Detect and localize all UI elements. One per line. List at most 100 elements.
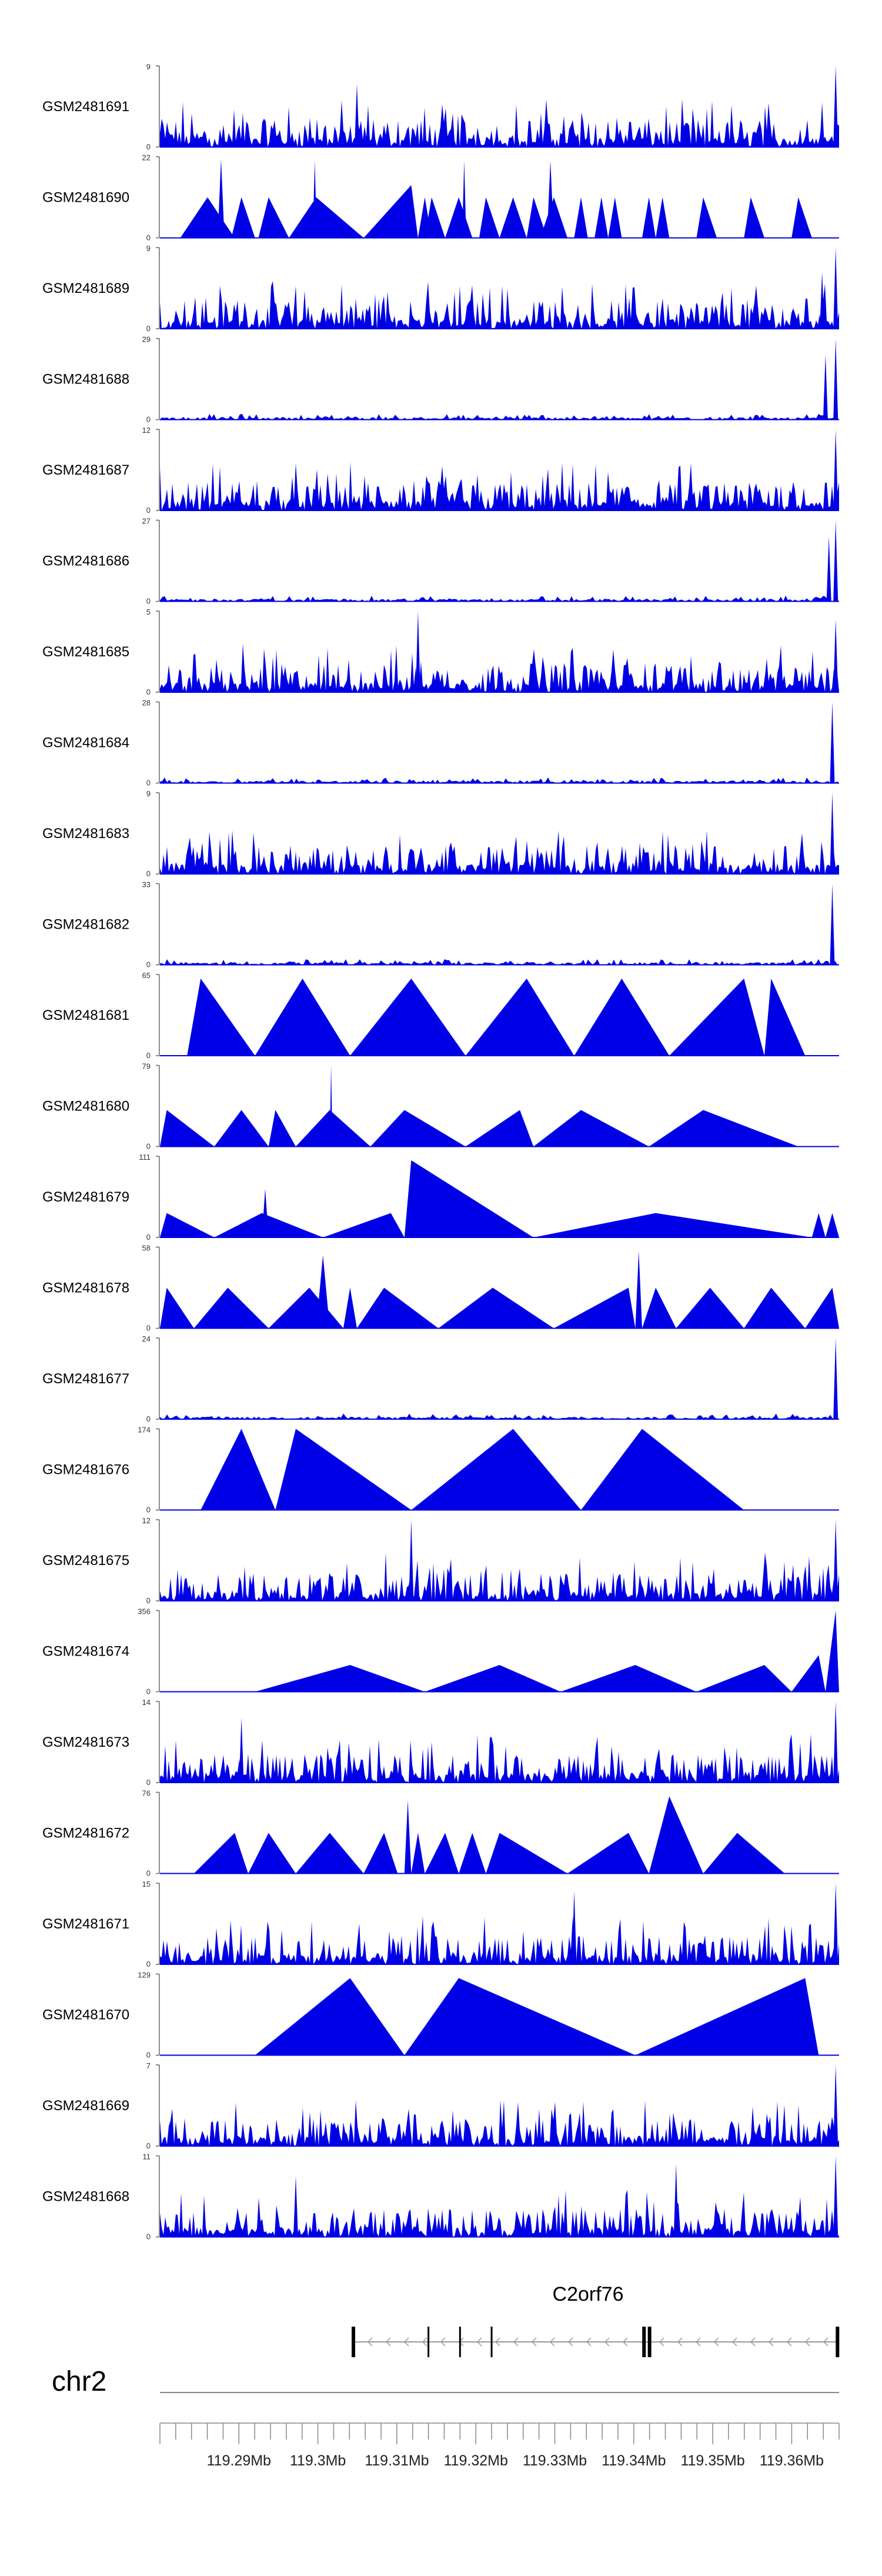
coverage-spike [830, 793, 835, 874]
axis-tick-label: 119.35Mb [680, 2452, 744, 2469]
coverage-peak [363, 1833, 398, 1874]
y-max-label: 65 [142, 971, 151, 980]
track-label: GSM2481685 [42, 644, 129, 660]
coverage-peak [214, 1110, 269, 1147]
coverage-peak [312, 161, 317, 238]
coverage-spike [833, 1701, 838, 1783]
y-max-label: 22 [142, 154, 151, 162]
coverage-spike [820, 102, 825, 147]
coverage-peak [296, 1833, 364, 1874]
coverage-area [160, 643, 839, 692]
track-label: GSM2481676 [42, 1462, 129, 1478]
y-max-label: 7 [146, 2061, 151, 2070]
coverage-spike [354, 84, 359, 147]
coverage-peak [404, 1160, 534, 1237]
coverage-spike [826, 536, 831, 602]
coverage-peak [656, 197, 670, 238]
track: GSM2481678 58 0 [42, 1244, 839, 1333]
track-label: GSM2481683 [42, 826, 129, 842]
strand-arrow [531, 2337, 537, 2347]
coverage-spike [833, 66, 838, 147]
coverage-spike [833, 619, 838, 692]
coverage-peak [696, 197, 717, 238]
track-label: GSM2481675 [42, 1553, 129, 1569]
coverage-peak [357, 1287, 439, 1329]
coverage-peak [404, 1800, 412, 1874]
coverage-peak [825, 1610, 839, 1692]
coverage-spike [415, 611, 420, 692]
track: GSM2481685 5 0 [42, 608, 839, 696]
y-zero-label: 0 [146, 324, 151, 333]
strand-arrow [750, 2337, 756, 2347]
track: GSM2481674 356 0 [42, 1607, 839, 1696]
axis-tick-label: 119.33Mb [523, 2452, 587, 2469]
coverage-peak [635, 1251, 642, 1329]
strand-arrow [677, 2337, 683, 2347]
coverage-spike [823, 355, 828, 420]
y-max-label: 76 [142, 1789, 151, 1798]
track-label: GSM2481688 [42, 372, 129, 388]
coverage-spike [239, 1717, 244, 1783]
y-max-label: 28 [142, 699, 151, 708]
strand-arrow [823, 2337, 828, 2347]
coverage-peak [553, 1287, 636, 1329]
coverage-peak [425, 1833, 459, 1874]
coverage-peak [744, 197, 764, 238]
y-zero-label: 0 [146, 415, 151, 424]
coverage-peak [465, 978, 574, 1056]
strand-arrow [804, 2337, 810, 2347]
coverage-peak [258, 197, 289, 238]
coverage-peak [703, 1833, 785, 1874]
exon [459, 2327, 461, 2357]
track: GSM2481681 65 0 [42, 971, 839, 1060]
coverage-peak [316, 1255, 330, 1329]
track: GSM2481689 9 0 [42, 244, 839, 333]
coverage-peak [404, 1978, 636, 2056]
exon [647, 2327, 652, 2357]
track-label: GSM2481690 [42, 190, 129, 206]
y-zero-label: 0 [146, 1233, 151, 1242]
y-zero-label: 0 [146, 233, 151, 242]
genome-axis: chr2 119.29Mb 119.3Mb 119.31Mb 119.32Mb 119.… [52, 2366, 840, 2469]
coverage-area [160, 1916, 839, 1964]
coverage-peak [289, 197, 364, 238]
track: GSM2481691 9 0 [42, 62, 839, 151]
coverage-peak [255, 978, 350, 1056]
coverage-peak [465, 1110, 534, 1147]
strand-arrow [695, 2337, 701, 2347]
strand-arrow [513, 2337, 519, 2347]
coverage-area [160, 959, 839, 965]
strand-arrow [586, 2337, 592, 2347]
y-max-label: 9 [146, 244, 151, 253]
coverage-peak [744, 1287, 806, 1329]
coverage-spike [830, 702, 835, 783]
track: GSM2481679 111 0 [42, 1153, 839, 1242]
coverage-peak [811, 1213, 826, 1237]
track-label: GSM2481681 [42, 1007, 129, 1023]
strand-arrow [549, 2337, 555, 2347]
coverage-peak [268, 1287, 343, 1329]
coverage-peak [411, 1429, 582, 1510]
coverage-peak [425, 1665, 561, 1692]
exon [490, 2327, 493, 2357]
track-label: GSM2481677 [42, 1371, 129, 1387]
coverage-peak [649, 1796, 703, 1874]
axis-tick-label: 119.34Mb [602, 2452, 666, 2469]
y-max-label: 12 [142, 426, 151, 435]
coverage-peak [462, 161, 466, 238]
track: GSM2481687 12 0 [42, 426, 839, 515]
track-label: GSM2481691 [42, 99, 129, 115]
coverage-area [160, 1734, 839, 1783]
y-max-label: 15 [142, 1880, 151, 1888]
y-max-label: 174 [138, 1426, 151, 1434]
axis-tick-label: 119.31Mb [365, 2452, 429, 2469]
coverage-spike [572, 1891, 577, 1964]
axis-tick-label: 119.36Mb [760, 2452, 824, 2469]
track: GSM2481672 76 0 [42, 1789, 839, 1878]
strand-arrow [440, 2337, 446, 2347]
y-max-label: 79 [142, 1062, 151, 1071]
chromosome-label: chr2 [52, 2366, 106, 2397]
coverage-peak [574, 978, 670, 1056]
coverage-peak [193, 1287, 269, 1329]
y-zero-label: 0 [146, 2233, 151, 2241]
